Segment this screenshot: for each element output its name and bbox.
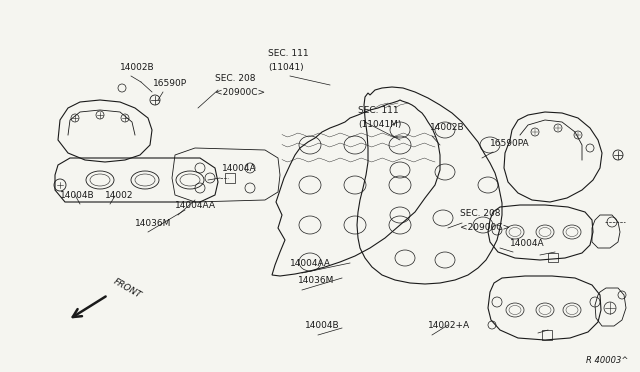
Text: 14004AA: 14004AA [290, 259, 331, 268]
Text: SEC. 111: SEC. 111 [268, 49, 308, 58]
Text: R 40003^: R 40003^ [586, 356, 628, 365]
Text: 14004A: 14004A [510, 239, 545, 248]
Text: <20900C>: <20900C> [215, 88, 265, 97]
Text: 14002B: 14002B [120, 63, 155, 72]
Text: SEC. 208: SEC. 208 [215, 74, 255, 83]
Text: 14004B: 14004B [305, 321, 340, 330]
Text: 14002B: 14002B [430, 123, 465, 132]
Text: (11041): (11041) [268, 63, 303, 72]
Text: 14002+A: 14002+A [428, 321, 470, 330]
Text: 14004B: 14004B [60, 191, 95, 200]
Text: SEC. 208: SEC. 208 [460, 209, 500, 218]
Text: 14002: 14002 [105, 191, 134, 200]
Text: 14036M: 14036M [298, 276, 334, 285]
Text: (11041M): (11041M) [358, 120, 401, 129]
Text: 14004A: 14004A [222, 164, 257, 173]
Text: 14004AA: 14004AA [175, 201, 216, 210]
Text: SEC. 111: SEC. 111 [358, 106, 399, 115]
Text: 14036M: 14036M [135, 219, 172, 228]
Text: 16590PA: 16590PA [490, 139, 530, 148]
Text: 16590P: 16590P [153, 79, 187, 88]
Text: FRONT: FRONT [112, 277, 143, 300]
Text: <20900C>: <20900C> [460, 223, 510, 232]
